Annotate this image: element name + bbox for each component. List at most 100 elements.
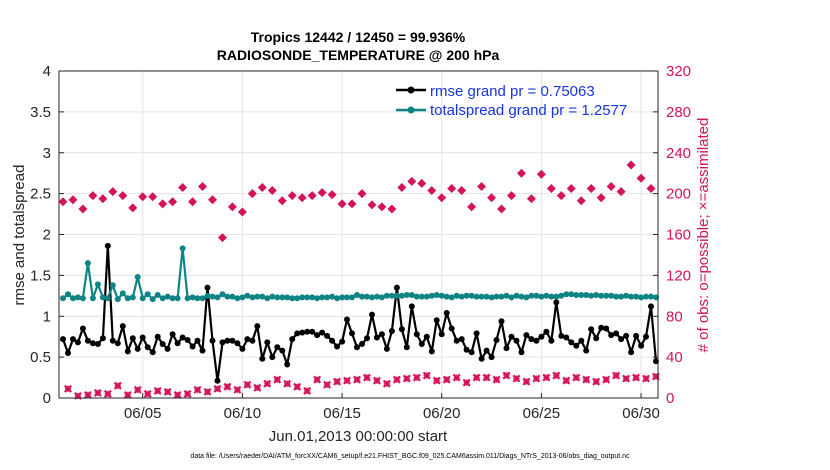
- obs-assimilated-fill: [124, 391, 132, 399]
- obs-assimilated-fill: [443, 376, 451, 384]
- totalspread-point: [428, 292, 435, 299]
- rmse-point: [259, 355, 266, 362]
- rmse-point: [294, 330, 301, 337]
- obs-assimilated-marker: [213, 384, 222, 393]
- x-tick-label: 06/30: [622, 405, 660, 422]
- totalspread-point: [104, 295, 111, 302]
- totalspread-point: [388, 292, 395, 299]
- obs-assimilated-marker: [582, 375, 591, 384]
- rmse-point: [359, 341, 365, 347]
- obs-possible-marker: [287, 191, 297, 201]
- totalspread-point: [488, 294, 495, 301]
- rmse-point: [194, 337, 201, 344]
- obs-possible-marker: [68, 195, 78, 205]
- obs-assimilated-marker: [143, 389, 152, 398]
- rmse-point: [513, 337, 520, 344]
- totalspread-point: [568, 291, 575, 298]
- obs-assimilated-marker: [622, 374, 631, 383]
- obs-assimilated-fill: [562, 377, 570, 385]
- rmse-point: [204, 284, 211, 291]
- rmse-point: [134, 345, 141, 352]
- totalspread-point: [229, 293, 236, 300]
- obs-possible-marker: [646, 184, 656, 194]
- y-tick-label-right: 240: [666, 145, 691, 162]
- obs-possible-marker: [267, 186, 277, 196]
- totalspread-point: [523, 294, 530, 301]
- obs-possible-marker: [247, 189, 257, 199]
- obs-possible-marker: [158, 199, 168, 209]
- obs-assimilated-marker: [333, 377, 342, 386]
- obs-possible-marker: [317, 188, 327, 198]
- rmse-point: [354, 344, 360, 351]
- obs-possible-marker: [626, 160, 636, 170]
- rmse-point: [413, 331, 420, 338]
- rmse-point: [349, 330, 355, 337]
- obs-assimilated-marker: [562, 376, 571, 385]
- rmse-point: [144, 344, 151, 351]
- rmse-point: [84, 337, 91, 344]
- rmse-point: [364, 335, 370, 342]
- obs-possible-marker: [497, 204, 507, 214]
- rmse-point: [418, 341, 425, 347]
- totalspread-point: [164, 293, 171, 300]
- x-axis-label: Jun.01,2013 00:00:00 start: [269, 428, 448, 445]
- rmse-point: [119, 323, 126, 330]
- totalspread-point: [224, 293, 231, 300]
- rmse-point: [488, 354, 495, 361]
- totalspread-point: [618, 293, 625, 300]
- totalspread-point: [254, 293, 261, 300]
- obs-assimilated-fill: [542, 374, 550, 382]
- rmse-point: [388, 328, 395, 334]
- rmse-point: [493, 337, 500, 343]
- totalspread-point: [493, 293, 500, 300]
- obs-assimilated-marker: [173, 390, 182, 399]
- obs-possible-marker: [526, 194, 536, 204]
- obs-possible-marker: [437, 193, 447, 203]
- totalspread-point: [373, 293, 380, 300]
- obs-assimilated-fill: [503, 372, 511, 380]
- obs-assimilated-marker: [273, 375, 282, 384]
- y-tick-label-left: 3.5: [30, 104, 51, 121]
- obs-assimilated-fill: [343, 377, 351, 385]
- totalspread-point: [209, 293, 216, 300]
- totalspread-point: [378, 294, 385, 301]
- totalspread-point: [119, 290, 126, 297]
- rmse-point: [334, 343, 341, 350]
- totalspread-point: [249, 294, 256, 301]
- rmse-point: [428, 348, 435, 355]
- obs-assimilated-marker: [353, 375, 361, 384]
- totalspread-point: [239, 294, 246, 301]
- y-tick-label-right: 0: [666, 390, 674, 407]
- obs-assimilated-fill: [94, 389, 102, 397]
- totalspread-point: [603, 292, 610, 299]
- rmse-point: [99, 335, 106, 342]
- obs-possible-marker: [467, 202, 477, 212]
- rmse-point: [224, 337, 231, 344]
- totalspread-point: [70, 295, 76, 302]
- chart-subtitle: RADIOSONDE_TEMPERATURE @ 200 hPa: [217, 47, 500, 63]
- obs-possible-marker: [327, 190, 337, 200]
- totalspread-point: [304, 294, 311, 301]
- rmse-point: [74, 339, 81, 346]
- obs-assimilated-fill: [313, 376, 321, 384]
- totalspread-point: [548, 293, 555, 300]
- obs-assimilated-marker: [642, 374, 651, 383]
- y-tick-label-right: 120: [666, 267, 691, 284]
- x-tick-label: 06/20: [423, 405, 461, 422]
- obs-assimilated-marker: [313, 375, 322, 384]
- obs-possible-marker: [198, 181, 208, 191]
- totalspread-point: [159, 295, 166, 302]
- x-tick-label: 06/15: [323, 405, 361, 422]
- totalspread-point: [344, 294, 350, 301]
- totalspread-point: [99, 294, 106, 301]
- rmse-point: [124, 348, 131, 355]
- obs-assimilated-marker: [362, 373, 371, 382]
- rmse-point: [254, 323, 261, 330]
- rmse-point: [70, 336, 76, 343]
- obs-assimilated-fill: [602, 376, 610, 384]
- obs-assimilated-marker: [223, 382, 232, 391]
- rmse-point: [229, 337, 236, 344]
- obs-assimilated-marker: [402, 374, 411, 383]
- obs-assimilated-marker: [522, 377, 531, 386]
- rmse-point: [89, 340, 96, 347]
